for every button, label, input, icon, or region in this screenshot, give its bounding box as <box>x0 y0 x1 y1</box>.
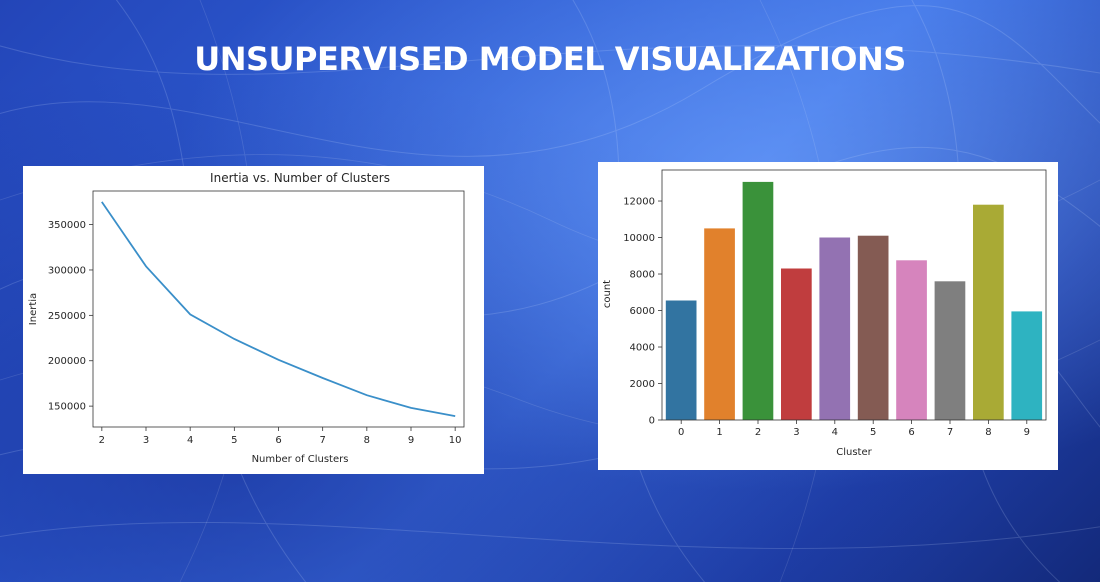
y-tick-label: 200000 <box>48 356 86 367</box>
x-tick-label: 0 <box>678 427 684 438</box>
x-tick-label: 6 <box>275 435 281 446</box>
chart-title: Inertia vs. Number of Clusters <box>210 171 390 185</box>
x-tick-label: 9 <box>408 435 414 446</box>
y-tick-label: 12000 <box>623 197 655 208</box>
bar-cluster-5 <box>857 235 889 420</box>
x-tick-label: 5 <box>870 427 876 438</box>
bar-cluster-7 <box>934 281 966 420</box>
y-tick-label: 0 <box>649 416 655 427</box>
cluster-count-bar-chart: Cluster count 0 1 2 3 4 5 6 7 8 9 0 2000 4000 6000 800… <box>602 169 1047 458</box>
y-axis-label: Inertia <box>28 293 39 325</box>
bar-cluster-9 <box>1011 311 1043 420</box>
x-tick-label: 4 <box>832 427 838 438</box>
inertia-line-chart: Inertia vs. Number of Clusters Number of… <box>28 171 465 465</box>
plot-frame <box>92 190 465 428</box>
x-tick-label: 3 <box>143 435 149 446</box>
y-tick-label: 2000 <box>630 379 655 390</box>
bar-cluster-8 <box>973 204 1004 420</box>
x-tick-label: 4 <box>187 435 193 446</box>
x-tick-label: 7 <box>947 427 953 438</box>
plot-frame <box>661 169 1047 421</box>
slide-title: UNSUPERVISED MODEL VISUALIZATIONS <box>194 40 906 78</box>
y-tick-label: 150000 <box>48 402 86 413</box>
y-axis-label: count <box>602 280 613 308</box>
cluster-count-chart-panel: Cluster count 0 1 2 3 4 5 6 7 8 9 0 2000 4000 6000 800… <box>598 162 1058 470</box>
x-tick-label: 5 <box>231 435 237 446</box>
x-axis-label: Number of Clusters <box>252 454 349 465</box>
y-tick-label: 6000 <box>630 306 655 317</box>
x-tick-label: 1 <box>716 427 722 438</box>
bar-cluster-3 <box>781 268 812 420</box>
x-axis-label: Cluster <box>836 447 872 458</box>
bar-cluster-1 <box>704 228 735 420</box>
y-tick-label: 4000 <box>630 343 655 354</box>
x-tick-label: 7 <box>319 435 325 446</box>
x-tick-label: 9 <box>1024 427 1030 438</box>
y-tick-label: 8000 <box>630 270 655 281</box>
bar-cluster-2 <box>742 181 774 420</box>
x-tick-label: 2 <box>755 427 761 438</box>
y-tick-label: 350000 <box>48 220 86 231</box>
x-tick-label: 8 <box>364 435 370 446</box>
inertia-chart-panel: Inertia vs. Number of Clusters Number of… <box>23 166 484 474</box>
x-tick-label: 8 <box>985 427 991 438</box>
y-tick-label: 10000 <box>623 233 655 244</box>
bar-cluster-6 <box>896 260 927 420</box>
bar-cluster-4 <box>819 237 851 420</box>
x-tick-label: 2 <box>99 435 105 446</box>
x-tick-label: 6 <box>908 427 914 438</box>
x-tick-label: 10 <box>449 435 462 446</box>
y-tick-label: 300000 <box>48 265 86 276</box>
inertia-series-line <box>101 201 456 417</box>
x-tick-label: 3 <box>793 427 799 438</box>
bar-cluster-0 <box>665 300 697 420</box>
y-tick-label: 250000 <box>48 311 86 322</box>
